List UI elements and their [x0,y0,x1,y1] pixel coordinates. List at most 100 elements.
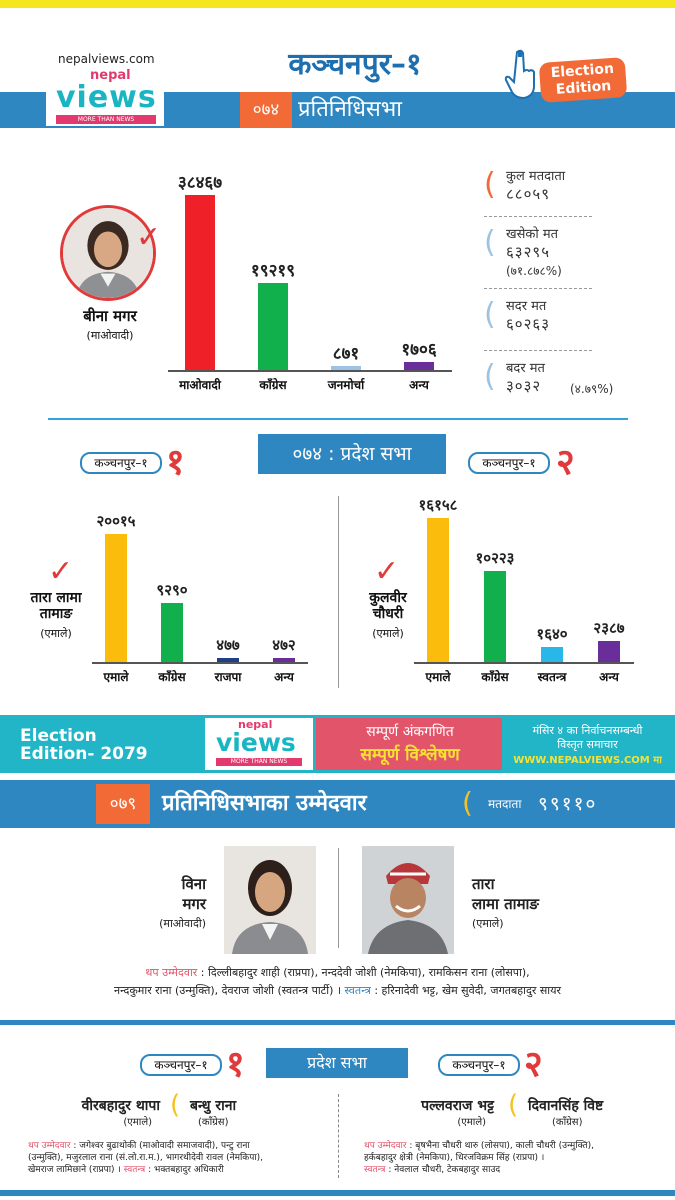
cand2-079-name: तारा लामा तामाङ [472,874,582,914]
district-pill-right: कञ्चनपुर–१ [468,452,550,474]
winner-avatar-bina-magar [60,205,156,301]
hor074-category-label-2: जनमोर्चा [327,378,365,392]
stat-label-1: खसेको मत [506,227,559,242]
p079-right-cand2-name: दिवानसिंह विष्ट [528,1098,604,1114]
provL-baseline [92,662,308,664]
hor074-value-label-2: ८७१ [332,344,360,364]
p079-number-right: २ [524,1044,543,1085]
cand1-079-party: (माओवादी) [159,917,206,930]
banner-website-link[interactable]: WWW.NEPALVIEWS.COM मा [513,755,662,766]
prov-right-name-line1: कुलवीर [369,590,407,606]
banner-logo-views: views [216,728,296,757]
provL-category-label-1: काँग्रेस [158,670,186,684]
p079-right-others-line1: : बृषभैना चौधरी थारु (लोसपा), काली चौधरी… [409,1141,594,1151]
p079-left-cand1-name: वीरबहादुर थापा [81,1098,160,1114]
logo-views-overlay: views [56,80,157,115]
province-074-label: ०७४ : प्रदेश सभा [258,434,446,474]
logo-tagline-overlay: MORE THAN NEWS [56,115,156,124]
provL-value-label-1: ९२९० [156,581,188,599]
stat-block-3: बदर मत ३०३२ (४.७९%) [506,358,616,396]
banner-logo-nepal: nepal [238,718,273,731]
person-photo-icon [362,846,454,954]
p079-left-cand2-party: (काँग्रेस) [198,1117,229,1128]
banner-right-line1: मंसिर ४ का निर्वाचनसम्बन्धी [532,724,643,737]
p079-right-cand1-name: पल्लवराज भट्ट [421,1098,494,1114]
bracket-accent-icon: ( [462,786,473,819]
p079-left-cand2-name: बन्धु राना [190,1098,237,1114]
p079-right-others-label: थप उम्मेदवार [364,1141,407,1151]
election-edition-badge: Election Edition [538,57,628,103]
independent-candidates: : हरिनादेवी भट्ट, खेम सुवेदी, जगतबहादुर … [374,984,562,997]
provR-category-label-2: स्वतन्त्र [537,670,567,684]
constituency-number-left: १ [166,442,185,483]
provL-bar-2 [217,658,239,662]
stat-bracket-icon-1: ( [484,225,496,260]
p079-left-independent-text: : भक्तबहादुर अधिकारी [148,1165,224,1175]
p079-right-other-candidates: थप उम्मेदवार : बृषभैना चौधरी थारु (लोसपा… [364,1140,664,1176]
winner-check-icon: ✓ [136,220,162,255]
p079-left-others-line2: (उन्मुक्ति), मजुरलाल राना (सं.लो.रा.म.),… [28,1153,264,1163]
year-badge-074: ०७४ [240,92,292,128]
p079-left-independent-label: स्वतन्त्र [123,1165,146,1175]
section-divider-bar [0,1020,675,1025]
provL-category-label-3: अन्य [274,670,294,684]
hor074-value-label-1: १९२१९ [250,261,296,281]
provR-category-label-1: काँग्रेस [481,670,509,684]
cand2-079-line1: तारा [472,875,495,893]
p079-right-independent-label: स्वतन्त्र [364,1165,386,1175]
banner-edition-text: Election Edition- 2079 [20,727,148,763]
provL-bar-0 [105,534,127,662]
province-079-label: प्रदेश सभा [266,1048,408,1078]
stat-block-1: खसेको मत ६३२९५ (७१.८७८%) [506,224,616,279]
stat-separator-2 [484,350,592,351]
logo-nepal-overlay: nepal [90,68,131,83]
p079-right-cand1-party: (एमाले) [457,1117,486,1128]
prov-left-name-line1: तारा लामा [30,590,82,606]
constituency-number-right: २ [556,442,575,483]
provR-value-label-1: १०२२३ [475,549,515,567]
stat-value-2: ६०२६३ [506,315,551,333]
province-column-divider [338,496,339,688]
provR-value-label-0: १६१५८ [418,496,458,514]
footer-bar [0,1190,675,1196]
provR-value-label-3: २३८७ [593,619,625,637]
stat-bracket-icon-2: ( [484,297,496,332]
provR-bar-3 [598,641,620,662]
banner-right-line2: विस्तृत समाचार [557,738,618,751]
stat-bracket-icon-3: ( [484,359,496,394]
page-title: कञ्चनपुर–१ [288,47,422,82]
p079-left-others-line1: : जगेश्वर बुढाथोकी (माओवादी समाजवादी), प… [73,1141,250,1151]
banner-edition-line1: Election [20,726,97,746]
hor074-value-label-0: ३८४६७ [177,173,223,193]
section-divider [48,418,628,420]
provL-value-label-2: ४७७ [216,636,240,654]
section-label-hor: प्रतिनिधिसभा [298,97,402,122]
hor074-category-label-3: अन्य [409,378,429,392]
vote-finger-icon [504,49,535,100]
stat-block-2: सदर मत ६०२६३ [506,296,616,334]
p079-number-left: १ [226,1044,245,1085]
district-pill-left: कञ्चनपुर–१ [80,452,162,474]
hor074-bar-2 [331,366,361,370]
banner-logo-tagline: MORE THAN NEWS [216,758,302,766]
site-url[interactable]: nepalviews.com [58,52,155,66]
stat-note-3: (४.७९%) [570,382,614,396]
prov-left-winner-name: तारा लामा तामाङ [10,590,102,622]
provL-bar-1 [161,603,183,662]
cand2-079-line2: लामा तामाङ [472,895,539,913]
stat-separator-0 [484,216,592,217]
banner-red-panel [316,718,502,770]
stat-block-0: कुल मतदाता ८८०५९ [506,166,616,204]
year-badge-079: ०७९ [96,784,150,824]
stat-bracket-icon-0: ( [484,167,496,202]
stat-value-3: ३०३२ [506,377,542,395]
other-candidates-label: थप उम्मेदवार [145,966,198,979]
p079-left-others-label: थप उम्मेदवार [28,1141,71,1151]
stat-value-0: ८८०५९ [506,185,551,203]
banner-red-line1: सम्पूर्ण अंकगणित [366,724,454,740]
cand2-079-photo [362,846,454,954]
person-photo-icon [63,208,153,298]
prov-right-check-icon: ✓ [374,554,400,589]
provL-bar-3 [273,658,295,662]
winner-party: (माओवादी) [86,329,134,342]
